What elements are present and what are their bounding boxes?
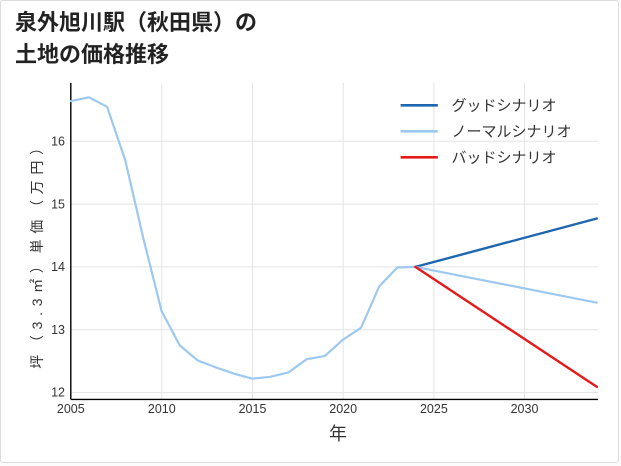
svg-text:グッドシナリオ: グッドシナリオ	[452, 97, 557, 114]
svg-text:15: 15	[51, 197, 65, 211]
svg-text:16: 16	[51, 135, 65, 149]
svg-text:2025: 2025	[420, 402, 448, 416]
svg-text:12: 12	[51, 386, 65, 400]
svg-text:ノーマルシナリオ: ノーマルシナリオ	[452, 123, 572, 140]
svg-text:2015: 2015	[239, 402, 267, 416]
svg-text:13: 13	[51, 323, 65, 337]
svg-text:2030: 2030	[511, 402, 539, 416]
svg-text:年: 年	[329, 424, 347, 444]
svg-text:バッドシナリオ: バッドシナリオ	[452, 149, 557, 166]
svg-text:2010: 2010	[148, 402, 176, 416]
svg-text:2005: 2005	[57, 402, 85, 416]
svg-text:14: 14	[51, 260, 65, 274]
svg-text:2020: 2020	[329, 402, 357, 416]
